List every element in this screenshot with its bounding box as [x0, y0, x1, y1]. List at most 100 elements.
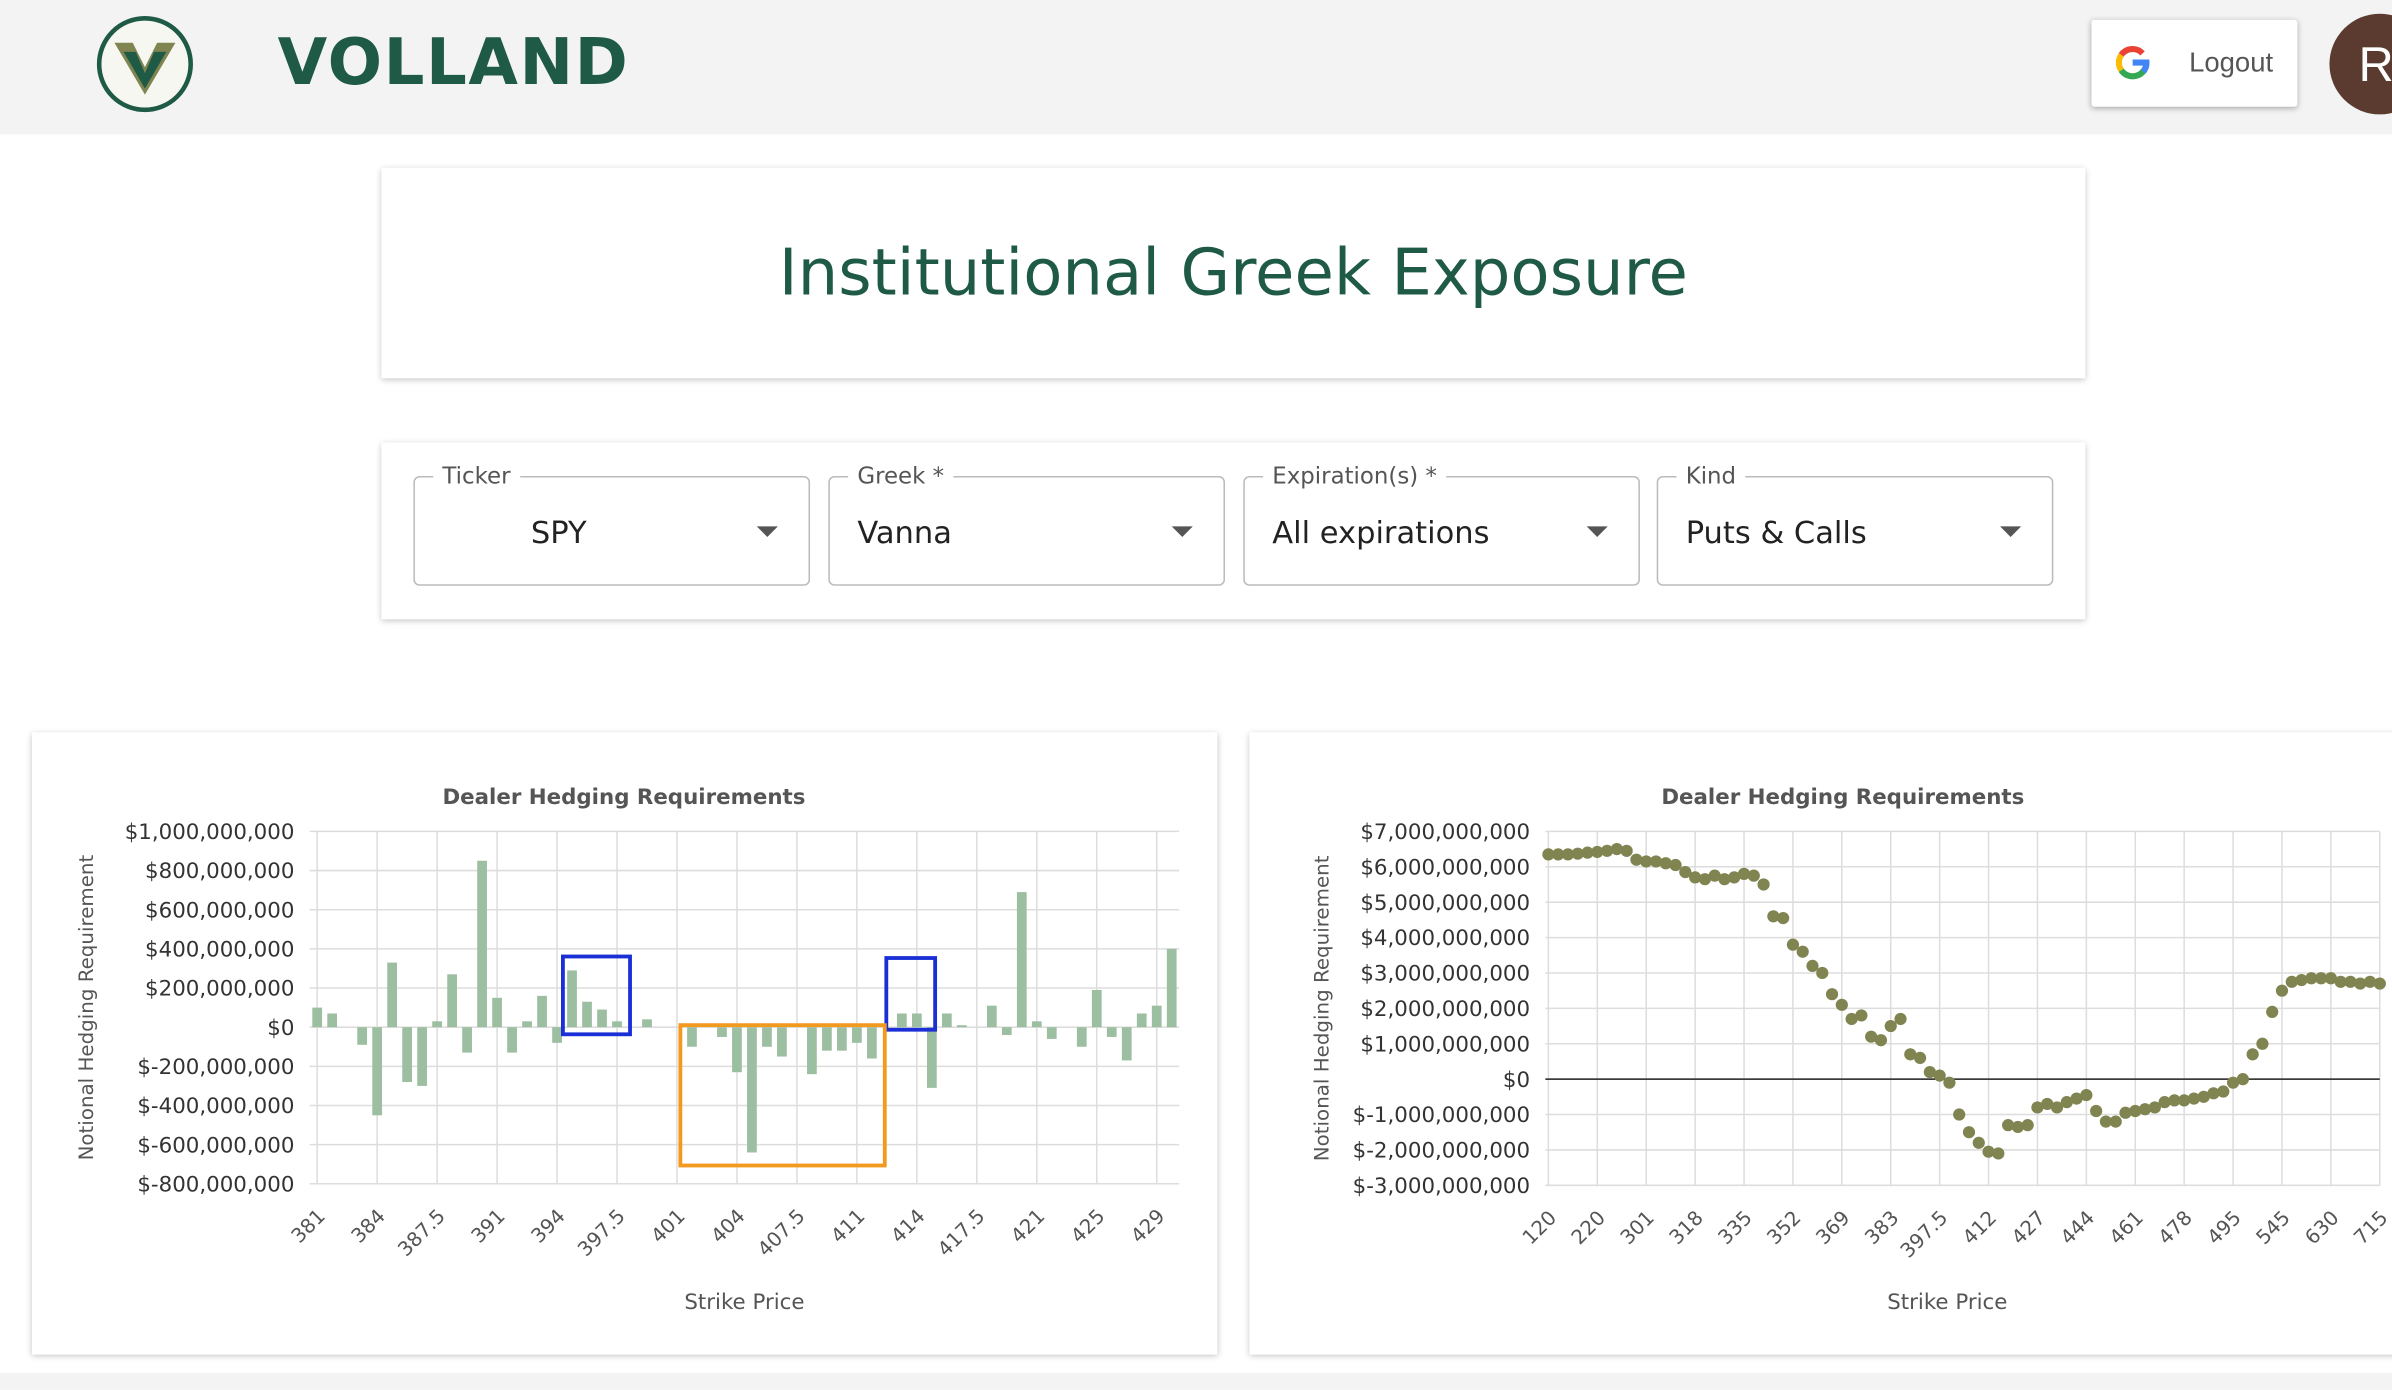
x-tick-label: 397.5 [573, 1205, 629, 1261]
bar [537, 995, 547, 1028]
bar [432, 1021, 442, 1028]
dot [1992, 1147, 2005, 1160]
dot [1904, 1048, 1917, 1061]
y-tick-label: $800,000,000 [145, 859, 294, 884]
ticker-select[interactable]: Ticker SPY [413, 462, 811, 586]
dot [2266, 1005, 2279, 1019]
dot [1747, 869, 1760, 882]
x-tick-label: 404 [707, 1205, 750, 1248]
bar [687, 1027, 697, 1047]
dot [2344, 975, 2357, 988]
dot [2168, 1094, 2181, 1107]
dot [1874, 1034, 1888, 1047]
highlight-box [678, 1023, 887, 1168]
dropdown-arrow [756, 526, 779, 537]
y-tick-label: $-400,000,000 [137, 1094, 294, 1119]
y-tick-label: $-600,000,000 [137, 1133, 294, 1158]
dot [1933, 1069, 1946, 1082]
bar [402, 1027, 412, 1082]
y-tick-label: $1,000,000,000 [125, 820, 295, 845]
dot [1600, 844, 1614, 857]
bar [507, 1027, 517, 1053]
bar [612, 1021, 622, 1028]
x-tick-label: 301 [1616, 1206, 1659, 1249]
dot [2363, 975, 2377, 988]
dot [2285, 975, 2298, 988]
bar [597, 1009, 607, 1028]
bar [837, 1027, 847, 1051]
dot [1737, 867, 1751, 880]
x-tick-label: 630 [2301, 1206, 2344, 1249]
dot [2158, 1096, 2171, 1109]
bar [1136, 1013, 1147, 1028]
dot [2178, 1094, 2191, 1107]
x-tick-label: 369 [1811, 1206, 1854, 1249]
dot [2197, 1090, 2210, 1103]
dot [1669, 858, 1682, 872]
y-tick-label: $-2,000,000,000 [1353, 1139, 1530, 1164]
dot [2011, 1120, 2024, 1134]
x-tick-label: 425 [1066, 1205, 1109, 1248]
dot [1630, 853, 1643, 866]
bar [807, 1027, 817, 1075]
page-title: Institutional Greek Exposure [778, 234, 1688, 310]
dot [1777, 912, 1790, 925]
x-tick-label: 401 [647, 1205, 690, 1248]
x-axis-label: Strike Price [684, 1290, 804, 1315]
dot [2129, 1104, 2142, 1118]
expiration-select[interactable]: Expiration(s) * All expirations [1243, 462, 1640, 586]
highlight-box [561, 954, 632, 1037]
brand[interactable]: VOLLAND [277, 24, 630, 100]
x-tick-label: 421 [1006, 1205, 1049, 1248]
dot [2334, 975, 2347, 988]
bar [387, 962, 398, 1028]
dot [1728, 871, 1741, 884]
dot [1855, 1009, 1868, 1022]
x-tick-label: 335 [1714, 1206, 1757, 1249]
dot [2041, 1097, 2054, 1111]
x-tick-label: 381 [287, 1205, 330, 1248]
dot [1679, 866, 1692, 879]
logout-button[interactable]: Logout [2091, 19, 2298, 107]
x-tick-label: 352 [1763, 1206, 1806, 1249]
dot [2099, 1115, 2113, 1128]
kind-select[interactable]: Kind Puts & Calls [1656, 462, 2054, 586]
dot [1542, 848, 1555, 861]
y-axis-label: Notional Hedging Requirement [75, 855, 98, 1161]
field-label: Greek * [848, 462, 954, 490]
logo[interactable] [96, 15, 194, 113]
field-label: Kind [1676, 462, 1746, 490]
dot [1865, 1030, 1878, 1043]
dot [1943, 1076, 1956, 1089]
y-tick-label: $5,000,000,000 [1360, 891, 1530, 916]
x-tick-label: 384 [347, 1205, 390, 1248]
greek-select[interactable]: Greek * Vanna [828, 462, 1225, 586]
dot [2109, 1115, 2122, 1128]
dot [2236, 1073, 2249, 1086]
dot [1816, 966, 1829, 980]
dot [2226, 1076, 2240, 1089]
x-tick-label: 411 [827, 1205, 870, 1248]
dot [2207, 1087, 2220, 1100]
dot [2354, 977, 2367, 990]
dot [1913, 1051, 1927, 1065]
x-tick-label: 383 [1860, 1206, 1903, 1249]
bar [492, 997, 502, 1028]
y-tick-label: $400,000,000 [145, 937, 294, 962]
bar [1016, 892, 1027, 1028]
dot [2119, 1106, 2132, 1119]
dot [1845, 1012, 1858, 1026]
logout-label: Logout [2189, 47, 2274, 78]
chart-title: Dealer Hedging Requirements [442, 785, 805, 810]
dot [2138, 1103, 2152, 1116]
bar [477, 860, 487, 1028]
y-tick-label: $600,000,000 [145, 898, 294, 923]
dot [1923, 1065, 1936, 1079]
dot [2256, 1037, 2269, 1050]
bar [1046, 1027, 1057, 1039]
dot [1835, 998, 1848, 1011]
dot [1953, 1108, 1966, 1121]
bar [762, 1027, 772, 1047]
bar [522, 1021, 532, 1028]
